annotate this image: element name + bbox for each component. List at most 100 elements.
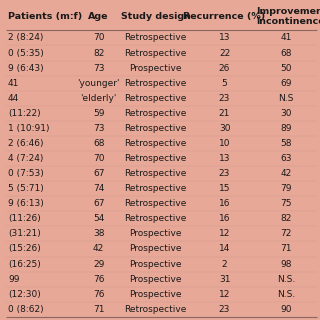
Text: 82: 82 (280, 214, 292, 223)
Text: Retrospective: Retrospective (124, 33, 187, 43)
Text: 73: 73 (93, 64, 104, 73)
Text: 13: 13 (219, 33, 230, 43)
Text: 63: 63 (280, 154, 292, 163)
Text: 0 (7:53): 0 (7:53) (8, 169, 44, 178)
Text: Retrospective: Retrospective (124, 199, 187, 208)
Text: 70: 70 (93, 33, 104, 43)
Text: 5: 5 (222, 79, 228, 88)
Text: Retrospective: Retrospective (124, 94, 187, 103)
Text: 0 (8:62): 0 (8:62) (8, 305, 44, 314)
Text: 1 (10:91): 1 (10:91) (8, 124, 50, 133)
Text: 2 (6:46): 2 (6:46) (8, 139, 44, 148)
Text: 15: 15 (219, 184, 230, 193)
Text: 74: 74 (93, 184, 104, 193)
Text: 76: 76 (93, 290, 104, 299)
Text: Retrospective: Retrospective (124, 184, 187, 193)
Text: Patients (m:f): Patients (m:f) (8, 12, 82, 21)
Text: Retrospective: Retrospective (124, 109, 187, 118)
Text: 30: 30 (219, 124, 230, 133)
Text: 13: 13 (219, 154, 230, 163)
Text: 23: 23 (219, 169, 230, 178)
Text: Retrospective: Retrospective (124, 49, 187, 58)
Text: 14: 14 (219, 244, 230, 253)
Text: 82: 82 (93, 49, 104, 58)
Text: N.S.: N.S. (276, 275, 295, 284)
Text: 99: 99 (8, 275, 20, 284)
Text: 'elderly': 'elderly' (80, 94, 117, 103)
Text: 26: 26 (219, 64, 230, 73)
Text: (31:21): (31:21) (8, 229, 41, 238)
Text: 16: 16 (219, 214, 230, 223)
Text: 76: 76 (93, 275, 104, 284)
Text: 98: 98 (280, 260, 292, 268)
Text: 79: 79 (280, 184, 292, 193)
Text: 23: 23 (219, 94, 230, 103)
Text: 12: 12 (219, 229, 230, 238)
Text: 2 (8:24): 2 (8:24) (8, 33, 44, 43)
Text: 9 (6:13): 9 (6:13) (8, 199, 44, 208)
Text: Improvement
incontinence: Improvement incontinence (256, 7, 320, 26)
Text: (15:26): (15:26) (8, 244, 41, 253)
Text: 44: 44 (8, 94, 19, 103)
Text: Prospective: Prospective (129, 64, 182, 73)
Text: 42: 42 (93, 244, 104, 253)
Text: (11:26): (11:26) (8, 214, 41, 223)
Text: 42: 42 (280, 169, 292, 178)
Text: 21: 21 (219, 109, 230, 118)
Text: Study design: Study design (121, 12, 190, 21)
Text: 30: 30 (280, 109, 292, 118)
Text: 59: 59 (93, 109, 104, 118)
Text: Prospective: Prospective (129, 260, 182, 268)
Text: 38: 38 (93, 229, 104, 238)
Text: Retrospective: Retrospective (124, 169, 187, 178)
Text: 10: 10 (219, 139, 230, 148)
Text: 23: 23 (219, 305, 230, 314)
Text: 29: 29 (93, 260, 104, 268)
Text: Retrospective: Retrospective (124, 154, 187, 163)
Text: Prospective: Prospective (129, 290, 182, 299)
Text: Prospective: Prospective (129, 229, 182, 238)
Text: 67: 67 (93, 199, 104, 208)
Text: Prospective: Prospective (129, 275, 182, 284)
Text: 2: 2 (222, 260, 227, 268)
Text: Recurrence (%): Recurrence (%) (183, 12, 266, 21)
Text: 67: 67 (93, 169, 104, 178)
Text: (16:25): (16:25) (8, 260, 41, 268)
Text: Retrospective: Retrospective (124, 124, 187, 133)
Text: 31: 31 (219, 275, 230, 284)
Text: 70: 70 (93, 154, 104, 163)
Text: 9 (6:43): 9 (6:43) (8, 64, 44, 73)
Text: Age: Age (88, 12, 109, 21)
Text: N.S: N.S (278, 94, 293, 103)
Text: 22: 22 (219, 49, 230, 58)
Text: N.S.: N.S. (276, 290, 295, 299)
Text: 68: 68 (93, 139, 104, 148)
Text: Retrospective: Retrospective (124, 139, 187, 148)
Text: 58: 58 (280, 139, 292, 148)
Text: 90: 90 (280, 305, 292, 314)
Text: 41: 41 (8, 79, 20, 88)
Text: 41: 41 (280, 33, 292, 43)
Text: 12: 12 (219, 290, 230, 299)
Text: Retrospective: Retrospective (124, 305, 187, 314)
Text: 0 (5:35): 0 (5:35) (8, 49, 44, 58)
Text: 71: 71 (280, 244, 292, 253)
Text: 4 (7:24): 4 (7:24) (8, 154, 44, 163)
Text: Prospective: Prospective (129, 244, 182, 253)
Text: 68: 68 (280, 49, 292, 58)
Text: 73: 73 (93, 124, 104, 133)
Text: 5 (5:71): 5 (5:71) (8, 184, 44, 193)
Text: 50: 50 (280, 64, 292, 73)
Text: (12:30): (12:30) (8, 290, 41, 299)
Text: 71: 71 (93, 305, 104, 314)
Text: (11:22): (11:22) (8, 109, 41, 118)
Text: 72: 72 (280, 229, 292, 238)
Text: 89: 89 (280, 124, 292, 133)
Text: 54: 54 (93, 214, 104, 223)
Text: Retrospective: Retrospective (124, 79, 187, 88)
Text: 69: 69 (280, 79, 292, 88)
Text: Retrospective: Retrospective (124, 214, 187, 223)
Text: 'younger': 'younger' (77, 79, 120, 88)
Text: 16: 16 (219, 199, 230, 208)
Text: 75: 75 (280, 199, 292, 208)
